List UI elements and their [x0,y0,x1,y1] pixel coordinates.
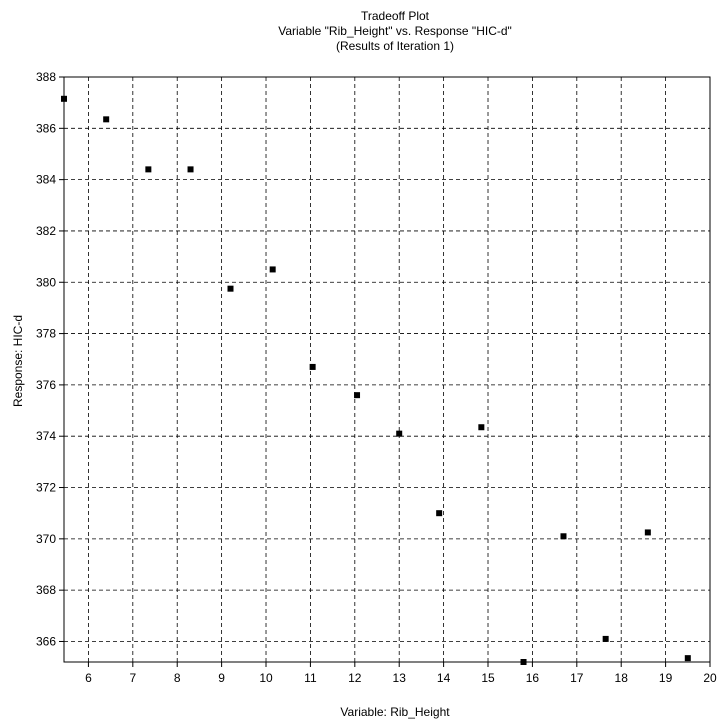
x-axis-label: Variable: Rib_Height [340,705,450,719]
y-tick-label: 376 [36,378,56,392]
x-tick-label: 17 [570,671,584,685]
x-tick-label: 12 [348,671,362,685]
y-tick-label: 374 [36,429,56,443]
data-point [478,424,485,431]
data-point [684,655,691,662]
y-tick-label: 372 [36,481,56,495]
data-point [309,363,316,370]
x-tick-label: 14 [437,671,451,685]
data-point [436,510,443,517]
x-tick-label: 6 [85,671,92,685]
x-tick-label: 15 [481,671,495,685]
x-tick-label: 13 [393,671,407,685]
x-tick-label: 7 [129,671,136,685]
data-point [145,166,152,173]
data-point [520,659,527,665]
data-point [560,533,567,540]
x-tick-label: 19 [659,671,673,685]
data-points [61,95,691,665]
y-tick-label: 384 [36,173,56,187]
chart-title-line-2: Variable "Rib_Height" vs. Response "HIC-… [278,24,512,38]
x-axis-tick-labels: 6 7 8 9 10 11 12 13 14 15 16 17 18 19 20 [85,671,717,685]
data-point [269,266,276,273]
x-tick-label: 18 [615,671,629,685]
x-tick-label: 11 [304,671,317,685]
y-tick-label: 378 [36,327,56,341]
y-tick-label: 368 [36,583,56,597]
y-tick-label: 370 [36,532,56,546]
y-tick-label: 382 [36,224,56,238]
data-point [61,95,67,102]
data-point [396,430,403,437]
data-point [602,635,609,642]
chart-title: Tradeoff Plot Variable "Rib_Height" vs. … [278,9,512,53]
y-axis-tick-labels: 366 368 370 372 374 376 378 380 382 384 386 388 [36,70,56,648]
x-tick-label: 9 [218,671,225,685]
y-tick-label: 386 [36,121,56,135]
data-point [644,529,651,536]
y-axis-label: Response: HIC-d [11,315,25,407]
chart-title-line-3: (Results of Iteration 1) [336,39,454,53]
y-tick-label: 388 [36,70,56,84]
data-point [354,392,361,399]
x-tick-label: 20 [703,671,717,685]
y-tick-label: 380 [36,275,56,289]
data-point [227,285,234,292]
data-point [103,116,110,123]
x-tick-label: 8 [174,671,181,685]
x-tick-label: 16 [526,671,540,685]
chart-title-line-1: Tradeoff Plot [361,9,430,23]
data-point [187,166,194,173]
plot-area-frame [63,76,711,663]
axis-ticks [59,76,711,667]
grid-lines [64,76,711,662]
y-tick-label: 366 [36,634,56,648]
x-tick-label: 10 [259,671,273,685]
